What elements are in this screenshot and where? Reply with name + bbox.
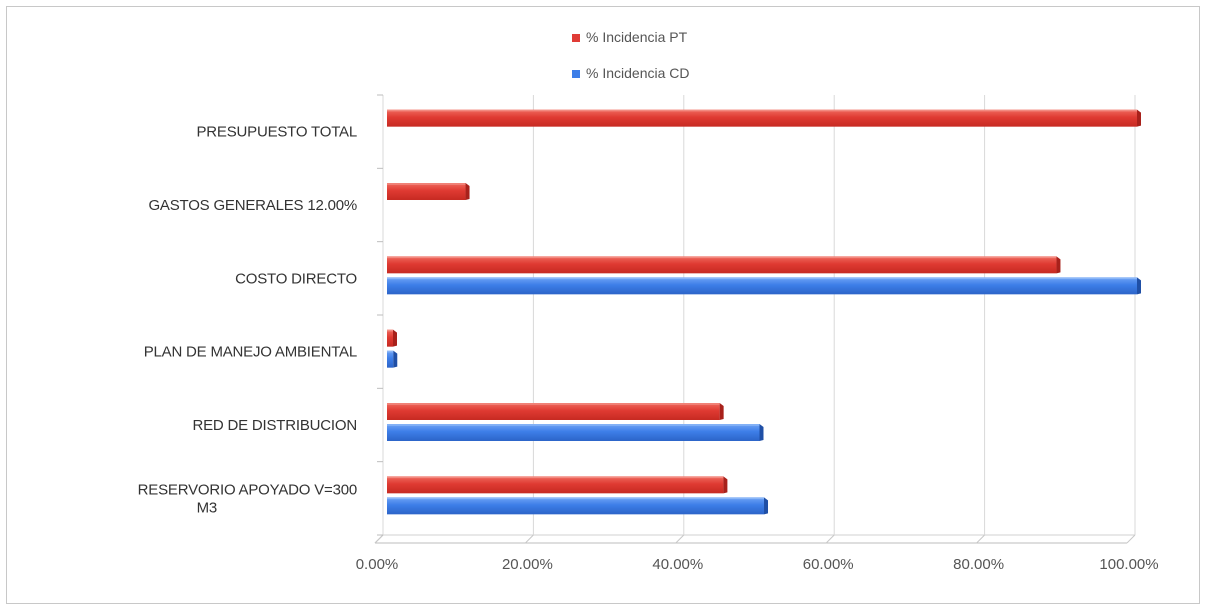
bar-face [387, 476, 724, 494]
bar-pt [387, 476, 728, 494]
category-label: RED DE DISTRIBUCION [192, 417, 357, 434]
bar-face [387, 329, 393, 347]
x-tick-label: 40.00% [652, 556, 703, 573]
bar-face [387, 183, 466, 200]
bar-pt [387, 329, 397, 347]
gridline-floor [374, 534, 384, 544]
bar-cd [387, 350, 398, 368]
bar-face [387, 256, 1057, 274]
bar-pt [387, 183, 470, 200]
category-label: COSTO DIRECTO [235, 270, 357, 287]
bar-side [465, 183, 470, 200]
bar-side [719, 403, 724, 420]
legend-swatch [572, 34, 580, 42]
legend-item-pt: % Incidencia PT [572, 29, 688, 45]
bar-face [387, 403, 720, 420]
bar-face [387, 497, 765, 515]
gridline-floor [525, 534, 534, 544]
legend-swatch [572, 70, 580, 78]
bar-pt [387, 256, 1061, 274]
bar-face [387, 277, 1137, 295]
bar-side [764, 497, 769, 515]
x-tick-label: 20.00% [502, 556, 553, 573]
legend-item-cd: % Incidencia CD [572, 65, 690, 81]
gridline-floor [1126, 534, 1136, 544]
x-tick-label: 100.00% [1099, 556, 1158, 573]
bar-side [723, 476, 728, 494]
category-label: RESERVORIO APOYADO V=300 M3 [138, 481, 357, 516]
bar-cd [387, 424, 764, 441]
legend-label: % Incidencia PT [586, 29, 688, 45]
bar-chart: PRESUPUESTO TOTAL GASTOS GENERALES 12.00%… [138, 29, 1159, 573]
bar-pt [387, 109, 1141, 127]
category-label: GASTOS GENERALES 12.00% [148, 197, 357, 214]
chart-frame: PRESUPUESTO TOTAL GASTOS GENERALES 12.00%… [6, 6, 1200, 604]
x-tick-label: 80.00% [953, 556, 1004, 573]
x-tick-label: 0.00% [356, 556, 399, 573]
category-label: PLAN DE MANEJO AMBIENTAL [144, 344, 357, 361]
bar-side [1056, 256, 1061, 274]
legend-label: % Incidencia CD [586, 65, 690, 81]
gridline-floor [675, 534, 685, 544]
bar-cd [387, 497, 769, 515]
bar-cd [387, 277, 1141, 295]
bar-side [393, 329, 397, 347]
bar-face [387, 109, 1137, 127]
bar-pt [387, 403, 724, 420]
bar-side [393, 350, 398, 368]
bar-side [1137, 109, 1141, 127]
x-tick-label: 60.00% [803, 556, 854, 573]
category-label: PRESUPUESTO TOTAL [196, 124, 357, 141]
bar-side [1137, 277, 1141, 295]
gridline-floor [825, 534, 835, 544]
gridline-floor [976, 534, 985, 544]
bar-side [759, 424, 764, 441]
bar-face [387, 424, 760, 441]
bar-face [387, 350, 394, 368]
